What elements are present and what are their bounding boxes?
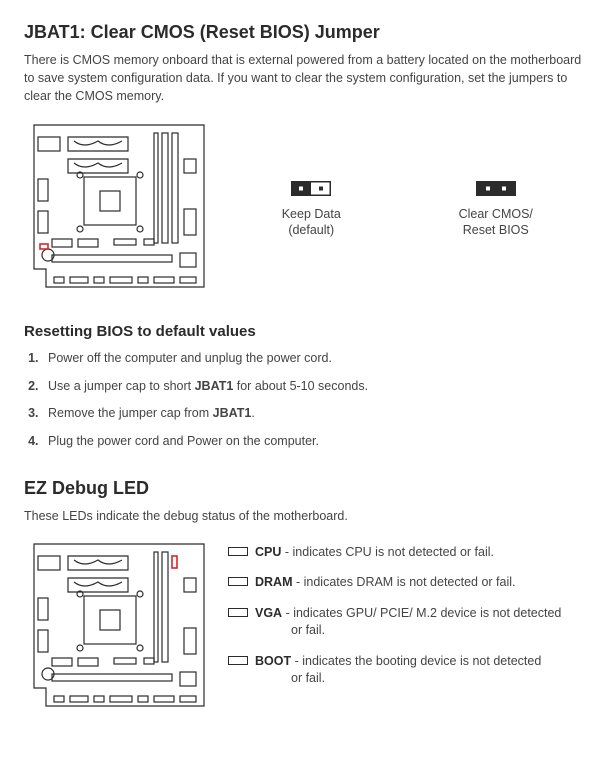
step-2: Use a jumper cap to short JBAT1 for abou… [42, 378, 583, 396]
keep-data-label-1: Keep Data [282, 206, 341, 222]
step-4: Plug the power cord and Power on the com… [42, 433, 583, 451]
ezdebug-mobo-diagram [24, 538, 214, 718]
clear-cmos-col: Clear CMOS/ Reset BIOS [409, 181, 584, 239]
led-cpu: CPU - indicates CPU is not detected or f… [228, 544, 583, 561]
led-rect-icon [228, 577, 248, 586]
ezdebug-intro: These LEDs indicate the debug status of … [24, 507, 583, 525]
keep-data-label-2: (default) [288, 222, 334, 238]
step-1: Power off the computer and unplug the po… [42, 350, 583, 368]
led-boot: BOOT - indicates the booting device is n… [228, 653, 583, 687]
reset-steps: Power off the computer and unplug the po… [24, 350, 583, 450]
keep-data-jumper-icon [291, 181, 331, 200]
led-list: CPU - indicates CPU is not detected or f… [228, 538, 583, 718]
jbat1-row: Keep Data (default) Clear CMOS/ Reset BI… [24, 119, 583, 299]
keep-data-col: Keep Data (default) [224, 181, 399, 239]
led-rect-icon [228, 608, 248, 617]
jbat1-mobo-diagram [24, 119, 214, 299]
jbat1-title: JBAT1: Clear CMOS (Reset BIOS) Jumper [24, 22, 583, 43]
ezdebug-row: CPU - indicates CPU is not detected or f… [24, 538, 583, 718]
led-rect-icon [228, 547, 248, 556]
ezdebug-title: EZ Debug LED [24, 478, 583, 499]
led-vga: VGA - indicates GPU/ PCIE/ M.2 device is… [228, 605, 583, 639]
led-rect-icon [228, 656, 248, 665]
reset-heading: Resetting BIOS to default values [24, 323, 583, 340]
step-3: Remove the jumper cap from JBAT1. [42, 405, 583, 423]
clear-cmos-jumper-icon [476, 181, 516, 200]
led-dram: DRAM - indicates DRAM is not detected or… [228, 574, 583, 591]
clear-cmos-label-2: Reset BIOS [463, 222, 529, 238]
clear-cmos-label-1: Clear CMOS/ [459, 206, 533, 222]
jbat1-intro: There is CMOS memory onboard that is ext… [24, 51, 583, 105]
